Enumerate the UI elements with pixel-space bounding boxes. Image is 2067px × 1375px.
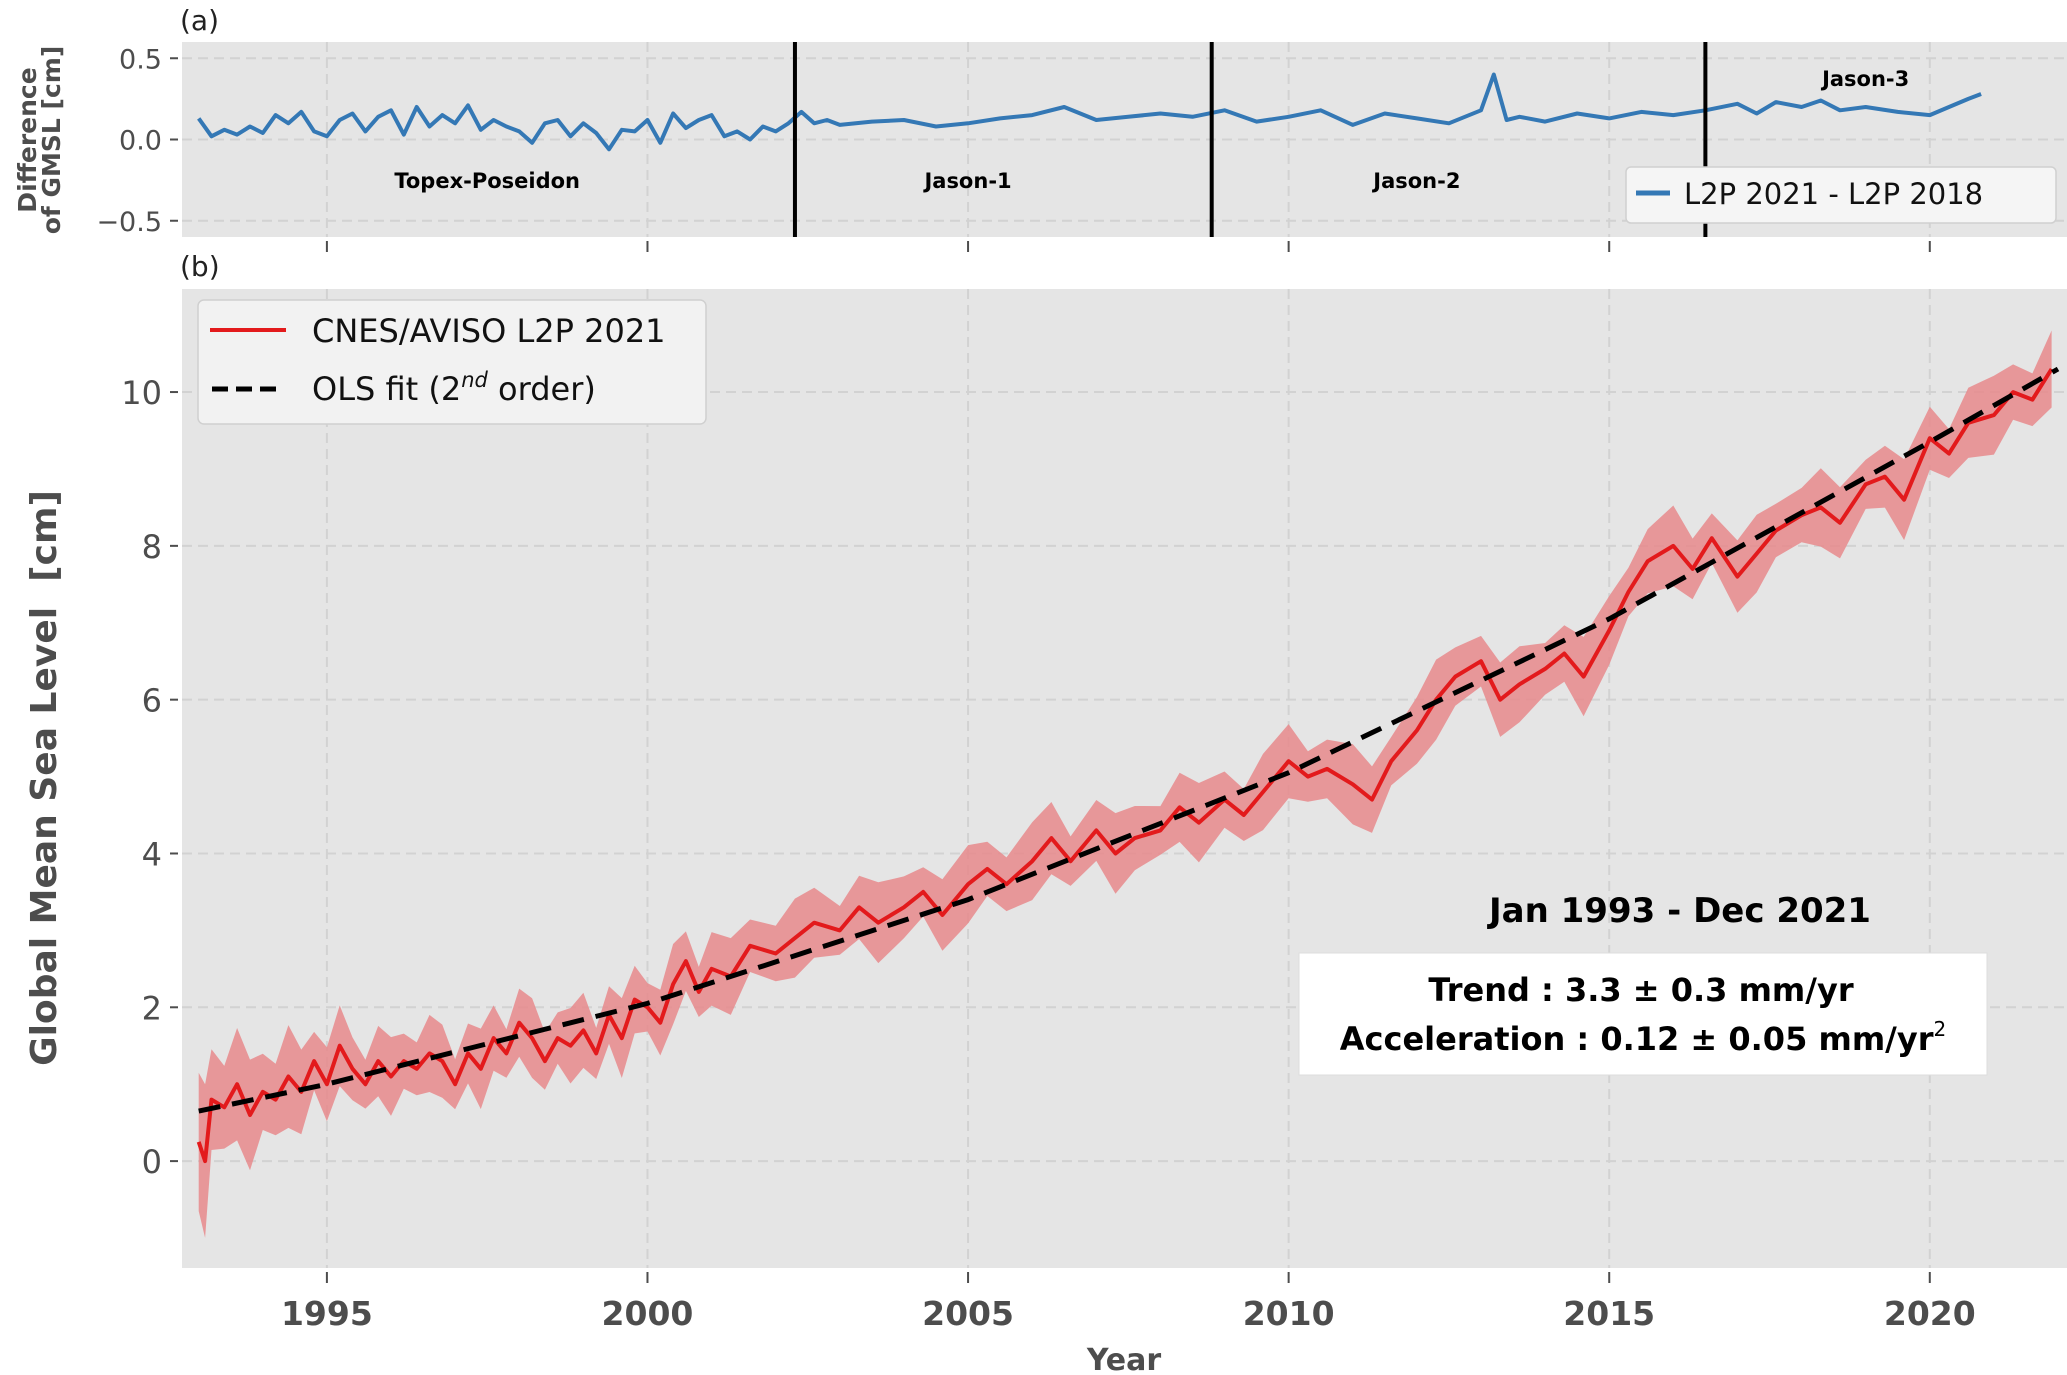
- panel-a-y-tick-label: −0.5: [96, 207, 162, 238]
- stats-box: Trend : 3.3 ± 0.3 mm/yr Acceleration : 0…: [1298, 952, 1988, 1076]
- mission-label: Jason-3: [1820, 67, 1909, 91]
- trend-text: Trend : 3.3 ± 0.3 mm/yr: [1428, 971, 1853, 1009]
- legend-label-gmsl: CNES/AVISO L2P 2021: [312, 312, 666, 350]
- panel-b-xlabel: Year: [1086, 1343, 1162, 1375]
- acceleration-text: Acceleration : 0.12 ± 0.05 mm/yr2: [1340, 1017, 1946, 1058]
- panel-a-legend: L2P 2021 - L2P 2018: [1625, 166, 2057, 224]
- panel-b-y-tick-label: 6: [142, 682, 162, 720]
- panel-b-x-tick-label: 2000: [602, 1294, 694, 1333]
- panel-b-x-ticks: 1995 2000 2005 2010 2015 2020: [281, 1272, 1976, 1333]
- panel-b-legend: CNES/AVISO L2P 2021 OLS fit (2nd order): [197, 299, 707, 425]
- difference-series-line: [197, 72, 1982, 152]
- panel-a: (a) 0.5 0.0 −0.5 Topex-Poseidon Jason-1 Jaso…: [13, 4, 2067, 252]
- mission-labels: Topex-Poseidon Jason-1 Jason-2 Jason-3: [394, 67, 1909, 193]
- legend-label-difference: L2P 2021 - L2P 2018: [1684, 177, 1983, 211]
- panel-b-x-tick-label: 1995: [281, 1294, 373, 1333]
- panel-b-y-tick-label: 2: [142, 989, 162, 1027]
- panel-b-y-ticks: 0 2 4 6 8 10: [121, 374, 178, 1181]
- panel-a-label: (a): [180, 4, 219, 37]
- period-annotation: Jan 1993 - Dec 2021: [1487, 891, 1871, 931]
- panel-a-y-ticks: 0.5 0.0 −0.5: [96, 44, 178, 238]
- mission-label: Jason-2: [1371, 169, 1460, 193]
- mission-label: Jason-1: [922, 169, 1011, 193]
- uncertainty-band: [198, 330, 2052, 1238]
- panel-b-y-tick-label: 4: [142, 835, 162, 873]
- panel-b-y-tick-label: 10: [121, 374, 162, 412]
- panel-b-x-tick-label: 2015: [1563, 1294, 1655, 1333]
- ols-fit-line: [198, 366, 2060, 1114]
- panel-a-ylabel-line2: of GMSL [cm]: [37, 46, 66, 235]
- panel-b-y-tick-label: 0: [142, 1143, 162, 1181]
- mission-label: Topex-Poseidon: [394, 169, 580, 193]
- panel-b-x-tick-label: 2005: [922, 1294, 1014, 1333]
- panel-a-y-tick-label: 0.5: [119, 44, 162, 75]
- panel-a-ylabel-line1: Difference: [13, 67, 42, 212]
- panel-b-y-tick-label: 8: [142, 528, 162, 566]
- panel-b-x-tick-label: 2010: [1243, 1294, 1335, 1333]
- panel-b: (b) 0 2 4 6 8 10 1995 2000 2005 2010 2015 2020 Glo…: [24, 250, 2067, 1375]
- panel-a-x-ticks: [325, 241, 1931, 252]
- panel-b-x-tick-label: 2020: [1884, 1294, 1976, 1333]
- legend-label-fit: OLS fit (2nd order): [312, 368, 596, 408]
- panel-a-y-tick-label: 0.0: [119, 126, 162, 157]
- panel-b-label: (b): [180, 250, 220, 283]
- panel-b-plot-area: [182, 289, 2067, 1268]
- panel-b-ylabel: Global Mean Sea Level [cm]: [24, 490, 65, 1066]
